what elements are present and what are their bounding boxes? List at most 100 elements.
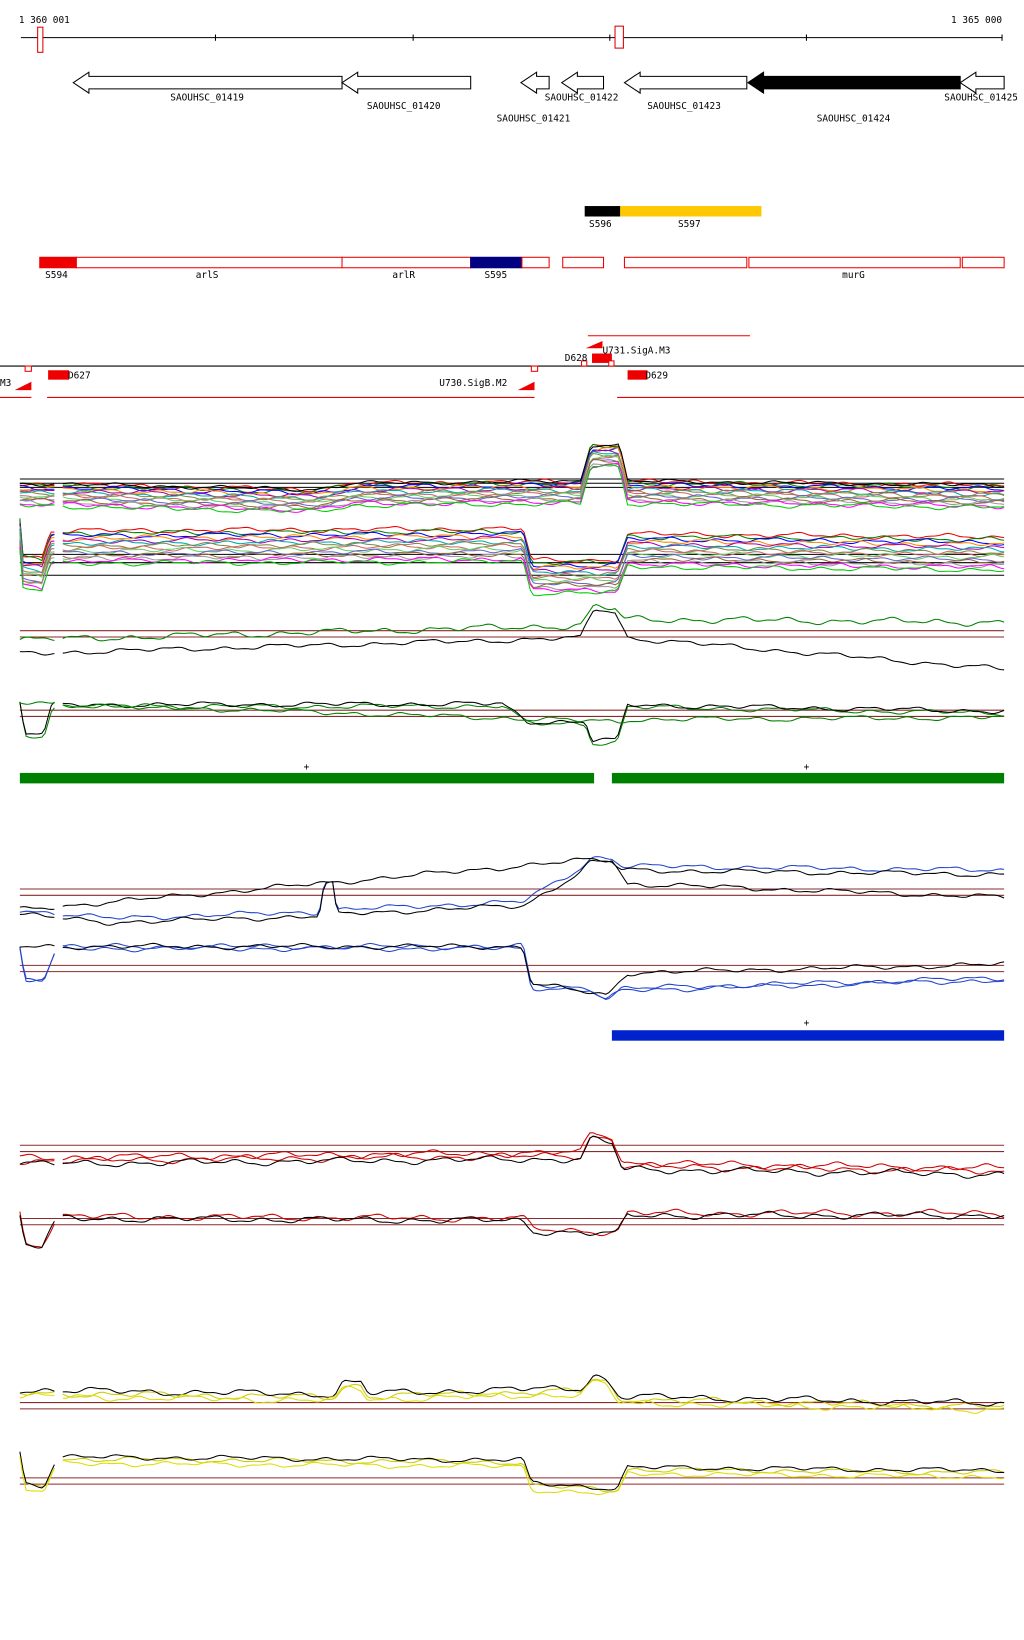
segment-label: S594 — [45, 270, 68, 281]
ruler-end: 1 365 000 — [951, 15, 1002, 26]
segment — [521, 256, 550, 269]
trace — [62, 856, 1005, 921]
trace — [62, 446, 1005, 496]
segment-bar — [611, 1030, 1005, 1041]
ruler-start: 1 360 001 — [19, 15, 70, 26]
plus-mark: + — [804, 1018, 810, 1029]
gene-label: SAOUHSC_01419 — [170, 92, 244, 103]
segment — [39, 256, 77, 269]
trace — [19, 944, 55, 948]
segment — [623, 256, 748, 269]
segment-bar — [19, 772, 595, 784]
feature-box — [627, 370, 648, 380]
segment-label: S597 — [678, 219, 701, 230]
trace — [19, 528, 55, 574]
gene-label: SAOUHSC_01420 — [367, 101, 441, 112]
trace — [62, 1459, 1005, 1496]
trace — [19, 910, 55, 916]
trace — [19, 1215, 55, 1249]
feature-box — [48, 370, 70, 380]
trace — [19, 536, 55, 578]
segment-bar — [620, 206, 762, 217]
trace — [62, 603, 1005, 642]
trace — [19, 1456, 55, 1493]
trace — [19, 636, 55, 642]
segment-bar — [584, 206, 621, 217]
segment-label: S595 — [484, 270, 507, 281]
trace — [19, 519, 55, 559]
trace — [19, 701, 55, 705]
gene-label: SAOUHSC_01422 — [545, 92, 619, 103]
segment — [562, 256, 605, 269]
feature-label: D629 — [645, 371, 668, 382]
feature-label: D628 — [565, 353, 588, 364]
trace — [19, 526, 55, 565]
feature-marker — [14, 381, 32, 391]
trace — [19, 1153, 55, 1161]
gene-arrow — [519, 71, 550, 95]
segment-label: S596 — [589, 219, 612, 230]
trace — [19, 912, 55, 918]
gene-arrow — [623, 71, 748, 95]
feature-box — [608, 360, 615, 367]
trace — [62, 1208, 1005, 1237]
trace — [62, 556, 1005, 594]
feature-box — [581, 360, 588, 367]
gene-arrow — [72, 71, 343, 95]
ruler-marker — [37, 26, 44, 53]
trace — [62, 857, 1005, 907]
trace — [19, 528, 55, 568]
feature-marker — [585, 340, 603, 349]
segment — [748, 256, 961, 269]
trace — [19, 650, 55, 656]
gene-label: SAOUHSC_01425 — [944, 92, 1018, 103]
feature-label: D627 — [68, 371, 91, 382]
trace — [19, 906, 55, 910]
gene-track: SAOUHSC_01419 SAOUHSC_01420 SAOUHSC_01421 S… — [72, 71, 1018, 124]
segment-label: arlR — [392, 270, 415, 281]
gene-arrow — [746, 71, 961, 95]
trace — [62, 942, 1005, 995]
feature-track — [0, 335, 1024, 398]
segment — [75, 256, 343, 269]
segment-label: arlS — [196, 270, 219, 281]
trace — [62, 701, 1005, 743]
gene-arrow — [341, 71, 472, 95]
segment — [470, 256, 523, 269]
gene-label: SAOUHSC_01423 — [647, 101, 721, 112]
trace — [19, 701, 55, 739]
feature-box — [530, 365, 539, 372]
trace — [19, 489, 55, 493]
trace — [62, 703, 1005, 746]
trace — [62, 609, 1005, 671]
feature-label: U731.SigA.M3 — [602, 346, 670, 357]
ruler — [20, 25, 1003, 53]
gene-label: SAOUHSC_01421 — [497, 113, 571, 124]
trace — [62, 1135, 1005, 1179]
trace — [19, 1388, 55, 1394]
segment-bar — [611, 772, 1005, 784]
trace — [62, 462, 1005, 513]
trace — [19, 1392, 55, 1399]
trace — [62, 530, 1005, 569]
segment-track — [39, 256, 1005, 269]
trace — [62, 1378, 1005, 1410]
trace — [62, 558, 1005, 597]
trace — [62, 551, 1005, 589]
trace — [62, 548, 1005, 587]
trace — [62, 464, 1005, 514]
feature-label: U730.SigB.M2 — [439, 378, 507, 389]
trace — [19, 482, 55, 488]
plus-mark: + — [804, 762, 810, 773]
trace — [19, 498, 55, 503]
feature-box — [24, 365, 32, 372]
ruler-marker — [614, 25, 624, 49]
trace — [62, 1456, 1005, 1493]
trace — [62, 443, 1005, 492]
trace — [62, 1132, 1005, 1172]
trace — [62, 1374, 1005, 1407]
trace — [62, 859, 1005, 926]
feature-label: M3 — [0, 378, 11, 389]
segment-label: murG — [842, 270, 865, 281]
